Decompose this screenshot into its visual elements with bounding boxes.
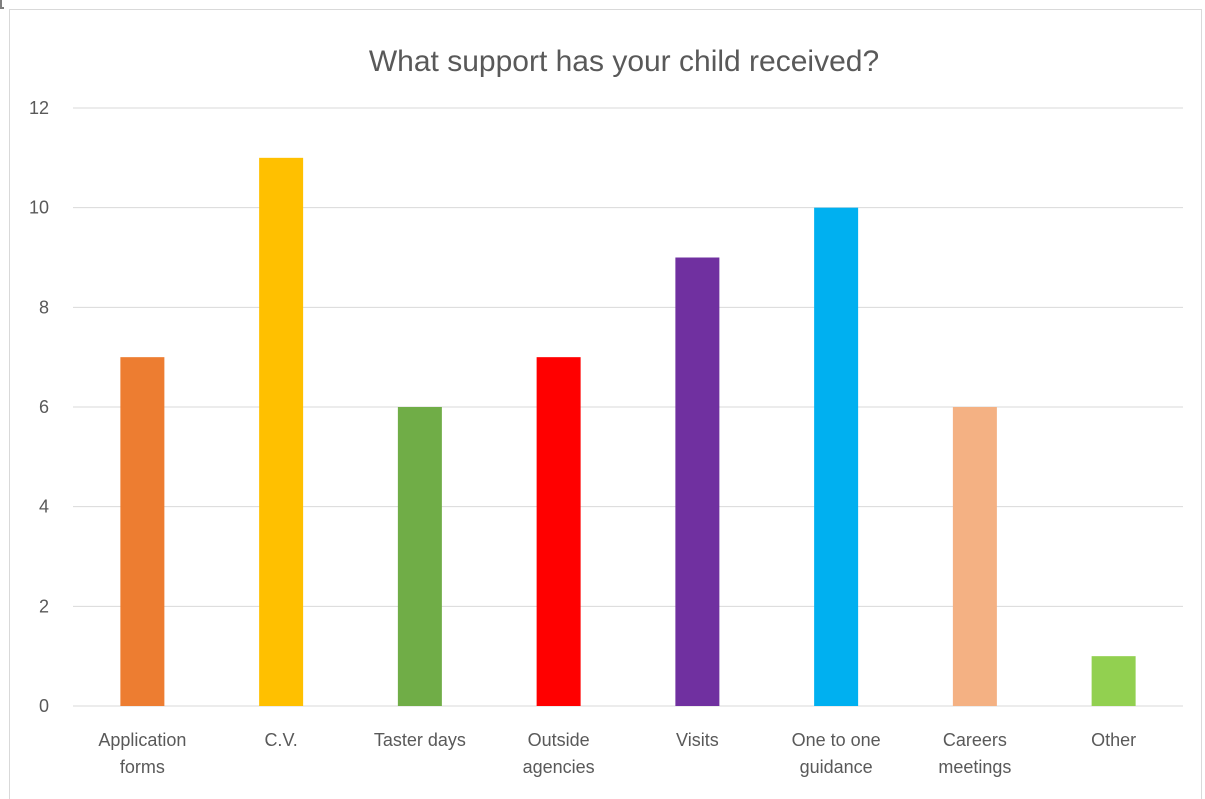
- x-tick-label: C.V.: [264, 730, 297, 750]
- x-tick-label: Taster days: [374, 730, 466, 750]
- bar: [1091, 656, 1136, 706]
- y-tick-label: 6: [39, 397, 49, 417]
- bar: [536, 357, 581, 706]
- bar: [120, 357, 165, 706]
- gridlines: [73, 107, 1183, 707]
- bar: [675, 257, 720, 706]
- bars: [120, 157, 1136, 707]
- x-tick-label: Outside agencies: [523, 730, 595, 777]
- x-tick-label: Careers meetings: [938, 730, 1011, 777]
- x-tick-label: Other: [1091, 730, 1136, 750]
- x-tick-label: Application forms: [98, 730, 186, 777]
- corner-mark: [0, 0, 4, 9]
- y-tick-label: 0: [39, 696, 49, 716]
- y-tick-label: 2: [39, 596, 49, 616]
- bar: [952, 407, 997, 706]
- y-tick-label: 10: [29, 198, 49, 218]
- y-tick-label: 4: [39, 497, 49, 517]
- x-axis-tick-labels: Application forms C.V. Taster days Outside ag…: [98, 730, 1136, 777]
- bar: [814, 207, 859, 706]
- y-tick-label: 12: [29, 98, 49, 118]
- x-tick-label: Visits: [676, 730, 719, 750]
- y-tick-label: 8: [39, 297, 49, 317]
- x-tick-label: One to one guidance: [792, 730, 881, 777]
- bar: [397, 407, 442, 706]
- y-axis-tick-labels: 0 2 4 6 8 10 12: [29, 98, 49, 716]
- bar: [259, 157, 304, 707]
- chart-frame: [9, 9, 1202, 799]
- chart-title: What support has your child received?: [369, 45, 879, 78]
